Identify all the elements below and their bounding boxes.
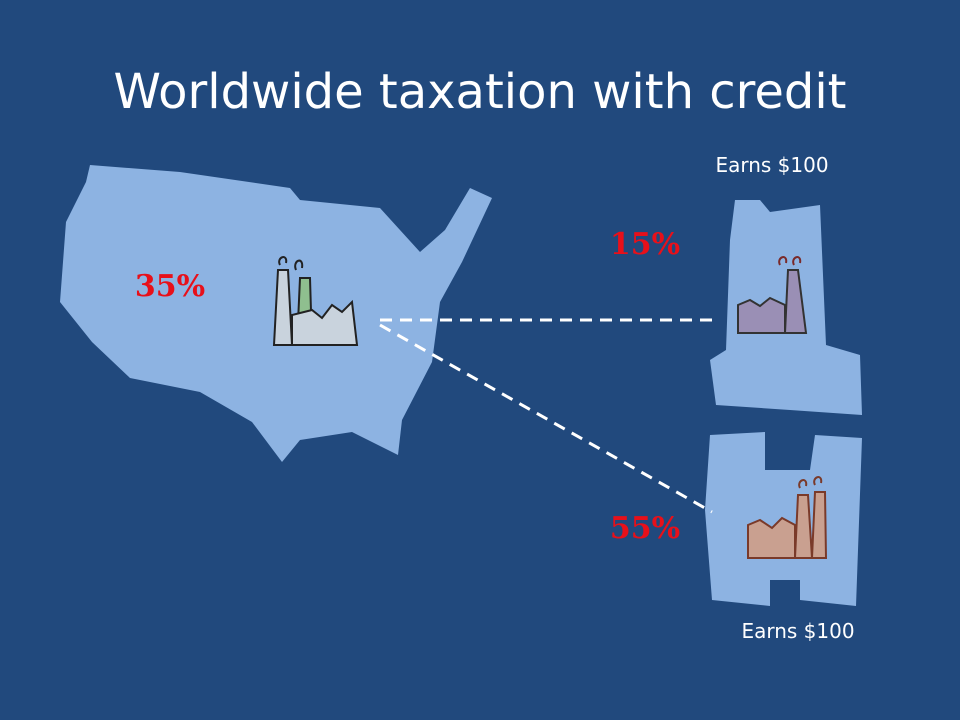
foreign-tax-rate: 55% [610,511,680,546]
home-factory-icon [272,256,359,346]
slide-title: Worldwide taxation with credit [114,64,847,120]
foreign-factory-b-icon [747,476,828,559]
link-line [379,323,713,514]
foreign-earnings: Earns $100 [715,153,828,177]
foreign-factory-a-icon [737,256,808,334]
foreign-tax-rate: 15% [610,227,680,262]
foreign-earnings: Earns $100 [741,619,854,643]
home-tax-rate: 35% [135,269,205,304]
